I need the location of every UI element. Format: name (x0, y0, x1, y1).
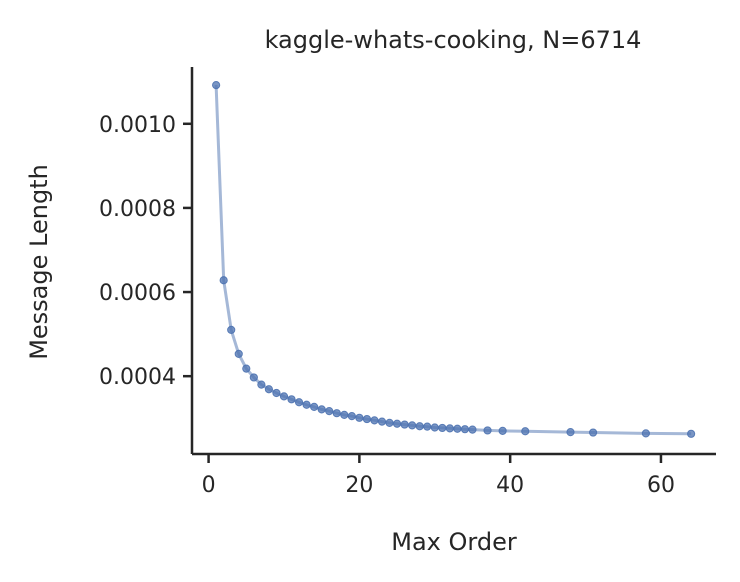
data-point (566, 428, 575, 437)
data-point (445, 424, 454, 433)
data-point (294, 398, 304, 407)
data-point (423, 422, 432, 431)
data-point (234, 349, 243, 358)
data-point (242, 364, 251, 373)
y-tick-label: 0.0010 (99, 113, 176, 138)
data-point (332, 409, 341, 418)
data-point (460, 425, 470, 434)
x-tick-label: 40 (496, 473, 524, 498)
y-axis-title: Message Length (25, 164, 53, 360)
data-point (287, 395, 296, 404)
data-point (362, 414, 372, 424)
data-point (302, 400, 311, 409)
data-point (400, 420, 409, 429)
y-tick-label: 0.0006 (99, 281, 176, 306)
data-point (385, 418, 394, 427)
data-point (317, 405, 326, 414)
data-point (310, 402, 319, 411)
data-point (264, 385, 274, 394)
chart-title: kaggle-whats-cooking, N=6714 (265, 26, 642, 54)
y-tick-label: 0.0008 (99, 197, 176, 222)
data-point (377, 417, 387, 426)
data-point (219, 276, 228, 285)
data-point (249, 373, 258, 382)
data-point (430, 423, 439, 432)
data-point (521, 427, 530, 436)
data-point (355, 413, 364, 422)
x-tick-label: 0 (202, 473, 216, 498)
y-tick-label: 0.0004 (99, 365, 176, 390)
data-point (347, 412, 356, 421)
x-ticks: 0 20 40 60 (202, 454, 675, 498)
data-point (453, 424, 462, 433)
data-point (325, 406, 334, 416)
data-point (340, 410, 349, 419)
data-point (227, 325, 236, 335)
x-tick-label: 20 (345, 473, 373, 498)
data-point (589, 428, 598, 437)
data-point (212, 80, 221, 90)
data-point (468, 425, 477, 434)
data-point (272, 388, 281, 398)
series-points (212, 80, 696, 438)
data-point (279, 392, 289, 401)
data-point (370, 416, 379, 425)
data-point (408, 421, 417, 430)
data-point (438, 423, 447, 433)
series-line (214, 85, 692, 436)
y-ticks: 0.0004 0.0006 0.0008 0.0010 (99, 113, 192, 390)
data-point (498, 426, 507, 435)
data-point (392, 419, 402, 428)
data-point (687, 429, 696, 438)
data-point (483, 426, 492, 435)
x-tick-label: 60 (647, 473, 675, 498)
data-point (641, 429, 650, 438)
x-axis-title: Max Order (391, 528, 517, 556)
data-point (257, 380, 266, 389)
data-point (415, 422, 424, 431)
